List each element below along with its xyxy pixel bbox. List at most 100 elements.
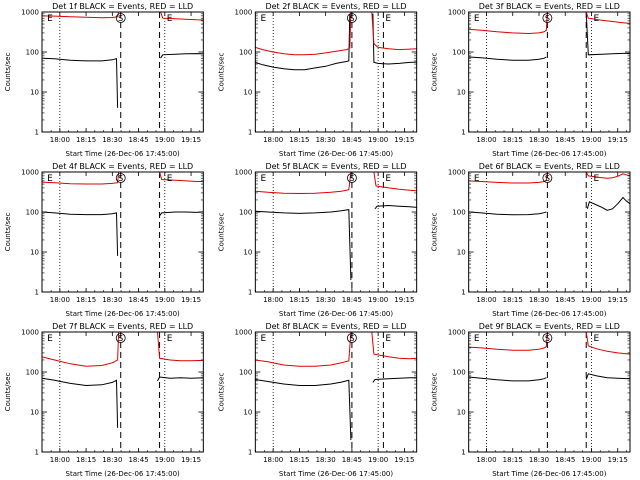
x-tick-label: 18:00 [263, 296, 283, 304]
x-tick-label: 18:15 [503, 456, 523, 464]
y-axis-label: Counts/sec [4, 53, 12, 92]
x-tick-label: 18:30 [102, 296, 122, 304]
events-series-line [255, 13, 351, 71]
y-tick-label: 1 [35, 289, 39, 297]
event-label: E [260, 14, 266, 24]
x-tick-label: 18:30 [102, 456, 122, 464]
x-tick-label: 18:15 [76, 136, 96, 144]
plot-frame [254, 331, 418, 453]
plot-frame [254, 11, 418, 133]
y-axis-label: Counts/sec [217, 373, 225, 412]
x-tick-label: 18:00 [50, 136, 70, 144]
chart-title: Det 7f BLACK = Events, RED = LLD [52, 322, 193, 331]
x-tick-label: 18:30 [102, 136, 122, 144]
y-tick-label: 100 [26, 369, 39, 377]
y-tick-label: 10 [30, 89, 39, 97]
x-tick-label: 18:00 [50, 296, 70, 304]
lld-series-line [585, 12, 630, 24]
x-tick-label: 19:00 [581, 136, 601, 144]
detector-panel: Det 7f BLACK = Events, RED = LLD Counts/s… [4, 322, 204, 478]
x-axis-label: Start Time (26-Dec-06 17:45:00) [66, 150, 180, 158]
x-axis-label: Start Time (26-Dec-06 17:45:00) [279, 150, 393, 158]
x-axis-label: Start Time (26-Dec-06 17:45:00) [279, 310, 393, 318]
events-series-line [255, 379, 352, 441]
x-tick-label: 18:45 [342, 136, 362, 144]
x-tick-label: 18:15 [289, 456, 309, 464]
x-tick-label: 18:45 [342, 456, 362, 464]
y-tick-label: 1000 [235, 9, 253, 17]
x-tick-label: 19:00 [368, 456, 388, 464]
events-series-line [372, 377, 417, 383]
lld-series-line [468, 172, 548, 184]
x-tick-label: 19:00 [155, 456, 175, 464]
x-tick-label: 19:15 [608, 136, 628, 144]
event-label: E [593, 174, 599, 184]
y-tick-label: 1000 [448, 169, 466, 177]
y-axis-label: Counts/sec [4, 373, 12, 412]
event-label-circle [542, 13, 553, 23]
events-series-line [42, 211, 119, 256]
chart-title: Det 5f BLACK = Events, RED = LLD [265, 162, 406, 171]
y-tick-label: 100 [239, 369, 252, 377]
chart-title: Det 9f BLACK = Events, RED = LLD [479, 322, 620, 331]
y-tick-label: 1 [248, 289, 252, 297]
event-label-circle [115, 13, 126, 23]
y-tick-label: 10 [243, 409, 252, 417]
lld-series-line [160, 12, 204, 21]
detector-panel: Det 5f BLACK = Events, RED = LLD Counts/s… [217, 162, 418, 318]
x-tick-label: 18:00 [476, 456, 496, 464]
events-series-line [157, 376, 204, 382]
events-series-line [586, 196, 630, 211]
x-tick-label: 19:15 [608, 296, 628, 304]
events-series-line [372, 13, 417, 65]
x-tick-label: 19:00 [368, 136, 388, 144]
y-tick-label: 10 [30, 409, 39, 417]
chart-title: Det 3f BLACK = Events, RED = LLD [479, 2, 620, 11]
event-label: E [47, 14, 53, 24]
y-tick-label: 1000 [448, 329, 466, 337]
plot-frame [468, 331, 631, 453]
events-series-line [42, 377, 119, 428]
event-label: E [385, 174, 391, 184]
x-axis-label: Start Time (26-Dec-06 17:45:00) [492, 310, 606, 318]
lld-series-line [371, 332, 417, 360]
y-tick-label: 100 [452, 209, 465, 217]
y-axis-label: Counts/sec [4, 213, 12, 252]
lld-series-line [468, 12, 548, 35]
x-axis-label: Start Time (26-Dec-06 17:45:00) [66, 470, 180, 478]
x-axis-label: Start Time (26-Dec-06 17:45:00) [492, 150, 606, 158]
x-tick-label: 18:45 [128, 456, 148, 464]
x-tick-label: 18:45 [555, 136, 575, 144]
x-tick-label: 18:30 [529, 296, 549, 304]
event-label: E [167, 174, 173, 184]
event-label-circle [115, 173, 126, 183]
event-label: S [349, 14, 354, 23]
event-label: E [47, 334, 53, 344]
x-tick-label: 19:15 [181, 456, 201, 464]
detector-panel: Det 2f BLACK = Events, RED = LLD Counts/s… [217, 2, 418, 158]
x-tick-label: 18:45 [555, 296, 575, 304]
x-tick-label: 18:00 [50, 456, 70, 464]
y-tick-label: 100 [452, 369, 465, 377]
x-tick-label: 18:45 [128, 136, 148, 144]
detector-panel: Det 4f BLACK = Events, RED = LLD Counts/s… [4, 162, 204, 318]
plot-frame [41, 11, 204, 133]
events-series-line [468, 211, 547, 216]
x-tick-label: 18:00 [476, 296, 496, 304]
x-tick-label: 19:00 [155, 296, 175, 304]
events-series-line [468, 56, 547, 61]
x-tick-label: 19:15 [181, 136, 201, 144]
lld-series-line [585, 172, 630, 179]
x-axis-label: Start Time (26-Dec-06 17:45:00) [492, 470, 606, 478]
event-label: E [593, 14, 599, 24]
x-tick-label: 18:30 [529, 136, 549, 144]
y-tick-label: 1 [35, 129, 39, 137]
event-label: E [47, 174, 53, 184]
y-tick-label: 1 [461, 289, 465, 297]
event-label-circle [115, 333, 126, 343]
x-tick-label: 18:45 [128, 296, 148, 304]
plot-frame [254, 171, 418, 293]
y-tick-label: 1000 [21, 329, 39, 337]
lld-series-line [255, 12, 352, 56]
